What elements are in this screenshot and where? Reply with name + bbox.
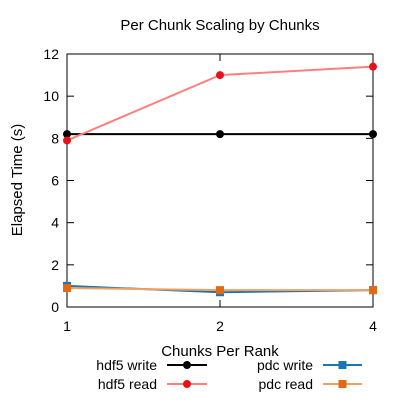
y-tick-label: 8 — [51, 130, 59, 146]
y-tick-label: 6 — [51, 173, 59, 189]
series-layer — [63, 62, 377, 297]
x-tick-label: 2 — [216, 318, 224, 334]
legend-item-hdf5-write: hdf5 write — [96, 357, 207, 373]
data-point-hdf5-write — [216, 130, 224, 139]
y-tick-label: 2 — [51, 257, 59, 273]
data-point-hdf5-read — [216, 71, 224, 80]
series-hdf5-write — [63, 130, 377, 139]
y-tick-label: 4 — [51, 215, 59, 231]
x-tick-label: 4 — [369, 318, 377, 334]
legend-label: hdf5 write — [96, 357, 157, 373]
legend-label: pdc read — [259, 376, 313, 392]
data-point-hdf5-write — [63, 130, 71, 139]
legend-label: pdc write — [257, 357, 313, 373]
series-pdc-read — [63, 284, 377, 295]
legend-marker — [338, 361, 347, 369]
data-point-pdc-read — [63, 284, 71, 293]
x-tick-label: 1 — [63, 318, 71, 334]
y-tick-label: 10 — [43, 88, 59, 104]
y-tick-label: 12 — [43, 46, 59, 62]
legend-label: hdf5 read — [98, 376, 157, 392]
plot-area-frame — [66, 53, 374, 308]
legend-item-pdc-write: pdc write — [257, 357, 362, 373]
legend-marker — [183, 380, 191, 388]
legend-item-hdf5-read: hdf5 read — [98, 376, 207, 392]
y-axis-label: Elapsed Time (s) — [9, 124, 26, 237]
y-tick-label: 0 — [51, 299, 59, 315]
legend: hdf5 write hdf5 read pdc write pdc read — [96, 357, 362, 392]
data-point-hdf5-read — [369, 62, 377, 71]
legend-item-pdc-read: pdc read — [259, 376, 362, 392]
data-point-hdf5-write — [369, 130, 377, 139]
legend-marker — [338, 380, 347, 388]
data-point-pdc-read — [369, 286, 377, 295]
x-axis-label: Chunks Per Rank — [161, 343, 279, 360]
legend-marker — [183, 361, 191, 369]
data-point-pdc-read — [216, 286, 224, 295]
series-hdf5-read — [63, 62, 377, 145]
data-point-hdf5-read — [63, 136, 71, 145]
chart-title: Per Chunk Scaling by Chunks — [120, 17, 319, 34]
